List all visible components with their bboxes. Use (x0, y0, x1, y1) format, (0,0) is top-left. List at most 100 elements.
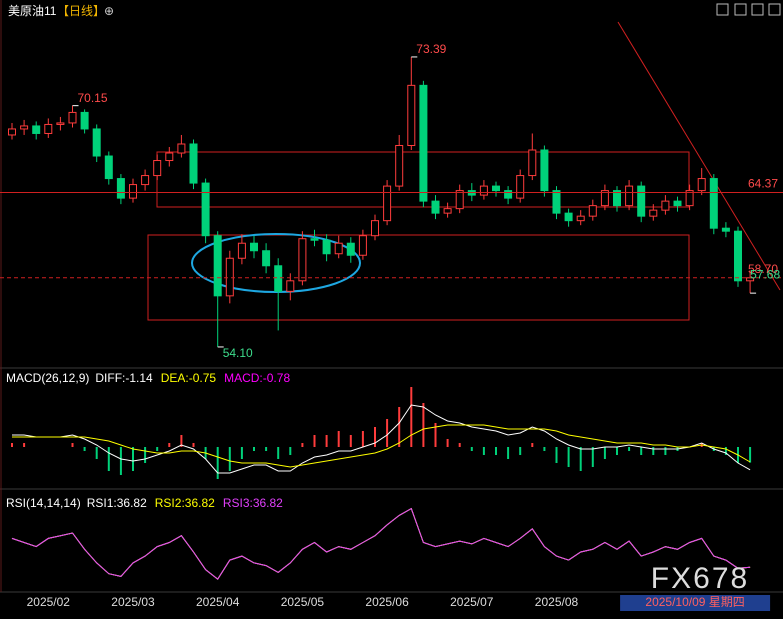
candle-body (504, 190, 513, 199)
toolbar-icons[interactable] (716, 3, 781, 16)
candle-body (649, 209, 658, 217)
candle-body (358, 235, 367, 256)
x-tick-label: 2025/10/09 星期四 (645, 595, 744, 609)
candle-body (697, 178, 706, 192)
candle-body (334, 242, 343, 255)
icon[interactable] (734, 3, 747, 16)
period: 【日线】 (57, 4, 105, 18)
candle-body (310, 238, 319, 241)
icon[interactable] (768, 3, 781, 16)
candle-body (516, 175, 525, 199)
candle-body (371, 220, 379, 237)
panel-title: RSI(14,14,14) (6, 496, 81, 510)
candle-body (237, 242, 246, 259)
candle-body (455, 190, 464, 210)
x-tick-label: 2025/08 (535, 595, 579, 609)
candle-body (479, 185, 488, 196)
candle-body (274, 265, 283, 292)
legend-entry: RSI3:36.82 (223, 496, 283, 510)
candle-body (407, 84, 416, 146)
candle-body (68, 111, 77, 124)
candle-body (346, 242, 355, 256)
candle-body (443, 208, 452, 214)
candle-body (141, 175, 150, 186)
candle-body (721, 227, 730, 232)
candle-body (153, 160, 162, 177)
candle-body (395, 144, 404, 187)
candle-body (80, 111, 89, 130)
candle-body (20, 125, 29, 130)
indicator-line (12, 424, 751, 468)
candle-body (661, 200, 670, 211)
settings-icon[interactable]: ⊕ (104, 4, 114, 18)
candle-body (734, 230, 742, 282)
candle-body (104, 155, 113, 180)
icon[interactable] (751, 3, 764, 16)
level-label: 64.37 (748, 177, 778, 191)
low-label: 57.68 (750, 267, 780, 281)
x-tick-label: 2025/02 (27, 595, 71, 609)
legend-entry: MACD:-0.78 (224, 371, 290, 385)
candle-body (286, 280, 295, 292)
icon[interactable] (716, 3, 729, 16)
candle-body (201, 182, 210, 237)
candle-body (673, 200, 682, 207)
watermark: FX678 (651, 562, 749, 595)
candle-body (383, 185, 392, 222)
candle-body (431, 200, 440, 214)
x-tick-label: 2025/04 (196, 595, 240, 609)
candle-body (92, 128, 101, 157)
candle-body (44, 123, 53, 134)
x-tick-label: 2025/07 (450, 595, 494, 609)
legend-entry: RSI2:36.82 (155, 496, 215, 510)
legend-entry: RSI1:36.82 (87, 496, 147, 510)
candle-body (250, 242, 258, 252)
candle-body (129, 184, 137, 199)
candle-body (492, 185, 500, 192)
candle-body (8, 128, 16, 136)
level-label: 58.70 (748, 262, 778, 276)
high-label: 73.39 (416, 42, 446, 56)
candle-body (552, 190, 561, 214)
symbol: 美原油11 (8, 4, 57, 18)
high-label: 70.15 (78, 91, 108, 105)
candle-body (588, 205, 597, 217)
candle-body (564, 212, 573, 222)
candle-body (56, 122, 65, 125)
candle-body (116, 178, 125, 199)
candle-body (225, 257, 234, 297)
cursor-date-box (620, 595, 771, 611)
x-tick-label: 2025/03 (111, 595, 155, 609)
indicator-line (12, 404, 751, 474)
candle-body (298, 238, 307, 282)
panel-title: MACD(26,12,9) (6, 371, 89, 385)
candle-body (528, 149, 537, 177)
candle-body (685, 190, 694, 207)
indicator-line (11, 507, 751, 580)
candle-body (600, 190, 609, 207)
candle-body (322, 239, 331, 255)
candle-body (32, 125, 41, 134)
candle-body (189, 143, 198, 184)
candle-body (709, 178, 718, 229)
x-tick-label: 2025/06 (365, 595, 409, 609)
candle-body (213, 235, 222, 297)
highlight-ellipse (191, 233, 361, 293)
candle-body (576, 215, 585, 222)
candle-body (419, 84, 428, 202)
x-tick-label: 2025/05 (281, 595, 325, 609)
candle-body (262, 250, 271, 267)
legend-entry: DEA:-0.75 (161, 371, 217, 385)
low-label: 54.10 (223, 346, 253, 360)
panel-dividers (0, 0, 783, 593)
candle-body (540, 149, 549, 192)
candle-body (625, 185, 634, 207)
candle-body (165, 152, 174, 162)
candle-body (637, 185, 646, 217)
candle-body (177, 143, 186, 154)
candle-body (613, 190, 621, 207)
trend-line (617, 21, 781, 291)
legend-entry: DIFF:-1.14 (95, 371, 153, 385)
